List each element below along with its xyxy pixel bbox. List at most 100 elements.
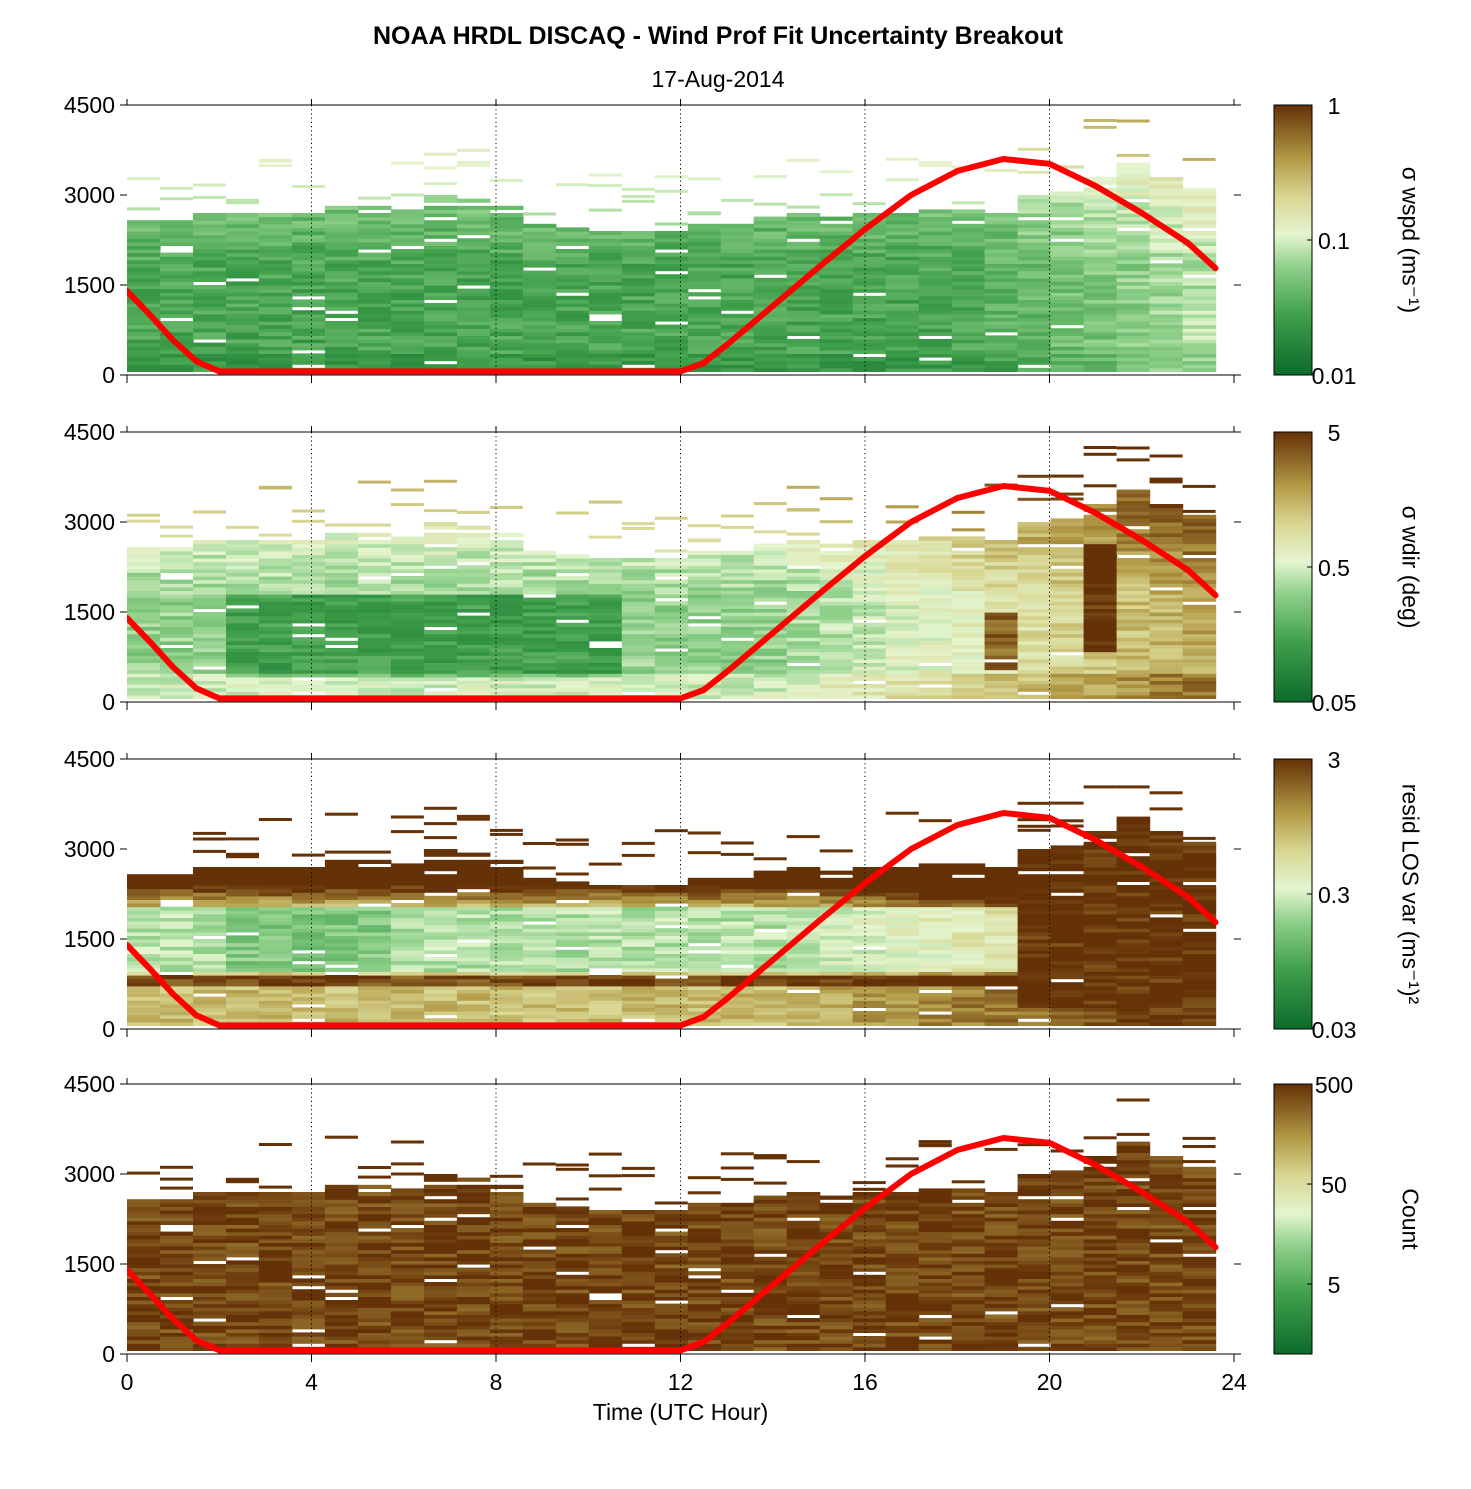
- heatmap-cell: [786, 572, 821, 577]
- heatmap-cell: [291, 1228, 326, 1233]
- heatmap-cell: [1149, 191, 1184, 196]
- heatmap-cell: [852, 870, 887, 875]
- heatmap-cell: [456, 306, 491, 311]
- heatmap-cell: [918, 346, 953, 351]
- heatmap-cell: [951, 594, 986, 599]
- heatmap-cell: [226, 1260, 260, 1265]
- heatmap-cell: [588, 349, 623, 354]
- heatmap-cell: [522, 899, 557, 904]
- heatmap-cell: [226, 231, 260, 236]
- heatmap-cell: [291, 259, 326, 264]
- heatmap-cell: [160, 234, 194, 239]
- heatmap-cell: [1149, 931, 1184, 936]
- heatmap-cell: [654, 583, 689, 588]
- heatmap-cell: [753, 669, 788, 674]
- heatmap-cell: [852, 622, 887, 627]
- colorbar-tick-label: 0.05: [1312, 690, 1357, 716]
- heatmap-cell: [786, 249, 821, 254]
- heatmap-cell: [258, 586, 293, 591]
- heatmap-cell: [918, 241, 953, 246]
- heatmap-cell: [357, 622, 392, 627]
- heatmap-cell: [160, 321, 194, 326]
- heatmap-cell: [1050, 328, 1085, 333]
- heatmap-cell: [258, 684, 293, 689]
- heatmap-cell: [324, 1332, 359, 1337]
- heatmap-cell: [160, 267, 194, 272]
- heatmap-cell: [160, 1220, 194, 1225]
- heatmap-cell: [852, 658, 887, 663]
- heatmap-cell: [1116, 579, 1151, 584]
- heatmap-cell: [687, 957, 722, 962]
- heatmap-cell: [984, 292, 1019, 297]
- heatmap-cell: [654, 360, 689, 365]
- heatmap-cell: [555, 921, 590, 926]
- heatmap-cell: [1116, 982, 1151, 987]
- heatmap-cell: [291, 648, 326, 653]
- heatmap-cell: [885, 292, 920, 297]
- heatmap-cell: [918, 572, 953, 577]
- heatmap-cell: [226, 259, 260, 264]
- heatmap-cell: [588, 1007, 623, 1012]
- heatmap-cell: [687, 885, 722, 890]
- heatmap-cell: [720, 346, 755, 351]
- heatmap-cell: [390, 281, 425, 286]
- heatmap-cell: [357, 1282, 392, 1287]
- heatmap-cell: [258, 277, 293, 282]
- heatmap-cell: [621, 303, 656, 308]
- heatmap-cell: [1116, 957, 1151, 962]
- heatmap-cell: [753, 687, 788, 692]
- heatmap-cell: [258, 1285, 293, 1290]
- heatmap-cell: [390, 238, 425, 243]
- heatmap-cell: [951, 892, 986, 897]
- heatmap-cell: [1083, 834, 1118, 839]
- heatmap-cell: [489, 561, 524, 566]
- heatmap-cell: [291, 673, 326, 678]
- heatmap-cell: [819, 849, 853, 853]
- heatmap-cell: [291, 590, 326, 595]
- heatmap-cell: [1182, 924, 1217, 929]
- heatmap-cell: [258, 892, 293, 897]
- heatmap-cell: [489, 612, 524, 617]
- heatmap-cell: [621, 299, 656, 304]
- heatmap-cell: [522, 985, 557, 990]
- heatmap-cell: [918, 249, 953, 254]
- heatmap-cell: [1149, 583, 1184, 588]
- heatmap-cell: [819, 985, 854, 990]
- heatmap-cell: [423, 888, 458, 893]
- heatmap-cell: [193, 227, 227, 232]
- heatmap-cell: [226, 903, 260, 908]
- heatmap-cell: [489, 565, 524, 570]
- heatmap-cell: [456, 666, 491, 671]
- heatmap-cell: [918, 691, 953, 696]
- heatmap-cell: [786, 568, 821, 573]
- heatmap-cell: [390, 874, 425, 879]
- heatmap-cell: [160, 895, 194, 900]
- heatmap-cell: [1050, 306, 1085, 311]
- heatmap-cell: [984, 220, 1019, 225]
- heatmap-cell: [654, 910, 689, 915]
- heatmap-cell: [621, 1014, 656, 1019]
- y-tick-label: 0: [102, 1016, 115, 1042]
- heatmap-cell: [852, 687, 887, 692]
- heatmap-cell: [127, 274, 161, 279]
- heatmap-cell: [291, 924, 326, 929]
- heatmap-cell: [1149, 1007, 1184, 1012]
- heatmap-cell: [984, 295, 1019, 300]
- heatmap-cell: [423, 274, 458, 279]
- heatmap-cell: [193, 277, 227, 282]
- heatmap-cell: [1149, 612, 1184, 617]
- heatmap-cell: [885, 259, 920, 264]
- heatmap-cell: [390, 1242, 425, 1247]
- heatmap-cell: [852, 888, 887, 893]
- heatmap-cell: [127, 1343, 161, 1348]
- heatmap-cell: [226, 1210, 260, 1215]
- heatmap-cell: [654, 263, 689, 268]
- heatmap-cell: [1149, 220, 1184, 225]
- heatmap-cell: [258, 1296, 293, 1301]
- heatmap-cell: [951, 209, 986, 214]
- heatmap-cell: [918, 910, 953, 915]
- heatmap-cell: [127, 881, 161, 886]
- heatmap-cell: [753, 202, 787, 206]
- heatmap-cell: [1083, 845, 1118, 850]
